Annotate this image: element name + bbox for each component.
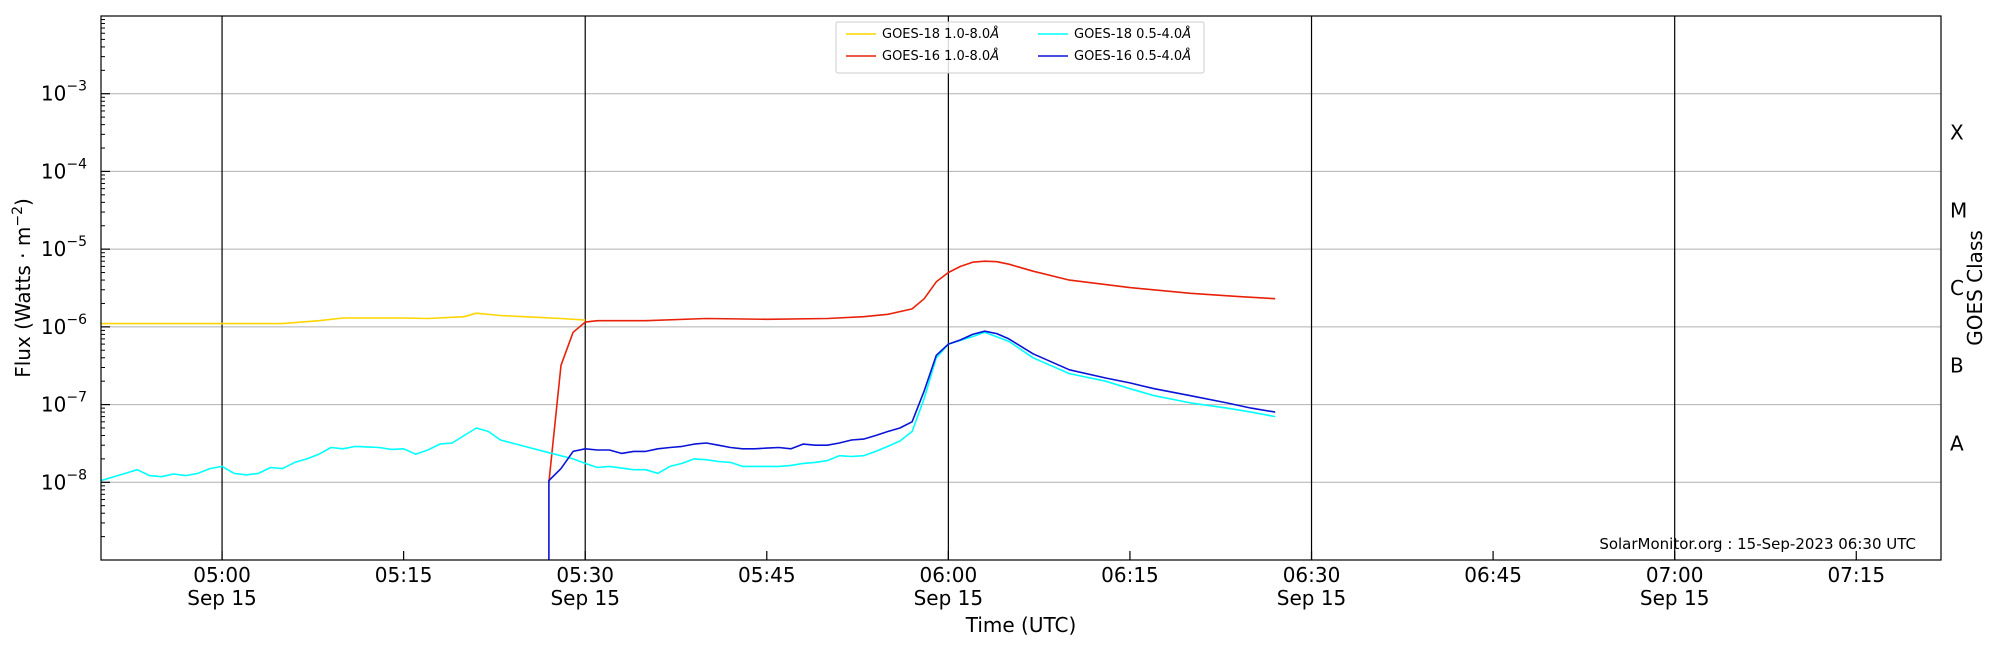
legend: GOES-18 1.0-8.0Å GOES-16 1.0-8.0Å GOES-18 … (835, 21, 1205, 74)
y-tick-label: 10−8 (41, 467, 87, 494)
y-tick-label: 10−3 (41, 79, 87, 106)
goes-class-label: M (1950, 198, 1967, 222)
goes-class-label: C (1950, 276, 1964, 300)
x-tick-date-label: Sep 15 (1640, 586, 1710, 610)
y-tick-label: 10−4 (41, 156, 87, 183)
tick-layer (101, 19, 1857, 560)
grid-layer (101, 93, 1941, 483)
x-tick-label: 06:30 (1283, 563, 1341, 587)
x-tick-label: 05:30 (556, 563, 614, 587)
y-axis-label-main: Flux (Watts · m (11, 227, 35, 378)
legend-entry: GOES-16 0.5-4.0Å (1074, 48, 1191, 64)
y-tick-labels: 10−8 10−7 10−6 10−5 10−4 10−3 (41, 79, 87, 495)
goes-class-label: B (1950, 354, 1964, 378)
x-tick-label: 06:00 (920, 563, 978, 587)
x-tick-date-label: Sep 15 (1277, 586, 1347, 610)
plot-frame (100, 15, 1942, 561)
y-tick-label: 10−7 (41, 390, 87, 417)
goes-class-label: X (1950, 121, 1964, 145)
goes-class-axis-label: GOES Class (1963, 230, 1987, 346)
credit-text: SolarMonitor.org : 15-Sep-2023 06:30 UTC (1599, 535, 1916, 553)
x-tick-date-label: Sep 15 (187, 586, 257, 610)
legend-entry: GOES-18 1.0-8.0Å (882, 26, 999, 42)
series-line (548, 330, 1276, 560)
y-axis-label: Flux (Watts · m−2) (10, 198, 35, 378)
x-tick-label: 05:00 (193, 563, 251, 587)
series-layer (101, 260, 1276, 560)
x-axis-label: Time (UTC) (965, 613, 1077, 637)
y-axis-label-sup: −2 (10, 206, 26, 227)
x-tick-label: 07:00 (1646, 563, 1704, 587)
y-tick-label: 10−6 (41, 312, 87, 339)
series-line (101, 312, 586, 325)
x-tick-label: 06:45 (1464, 563, 1522, 587)
x-tick-date-label: Sep 15 (550, 586, 620, 610)
x-tick-label: 06:15 (1101, 563, 1159, 587)
goes-class-label: A (1950, 431, 1964, 455)
y-axis-label-close: ) (11, 198, 35, 206)
x-tick-label: 05:45 (738, 563, 796, 587)
y-tick-label: 10−5 (41, 234, 87, 261)
x-tick-date-label: Sep 15 (914, 586, 984, 610)
x-tick-label: 07:15 (1827, 563, 1885, 587)
legend-entry: GOES-16 1.0-8.0Å (882, 48, 999, 64)
series-line (548, 260, 1276, 483)
vertical-lines (221, 16, 1676, 560)
goes-class-labels: A B C M X (1950, 121, 1967, 456)
series-line (101, 331, 1276, 482)
legend-entry: GOES-18 0.5-4.0Å (1074, 26, 1191, 42)
legend-box (835, 21, 1205, 74)
x-tick-label: 05:15 (375, 563, 433, 587)
